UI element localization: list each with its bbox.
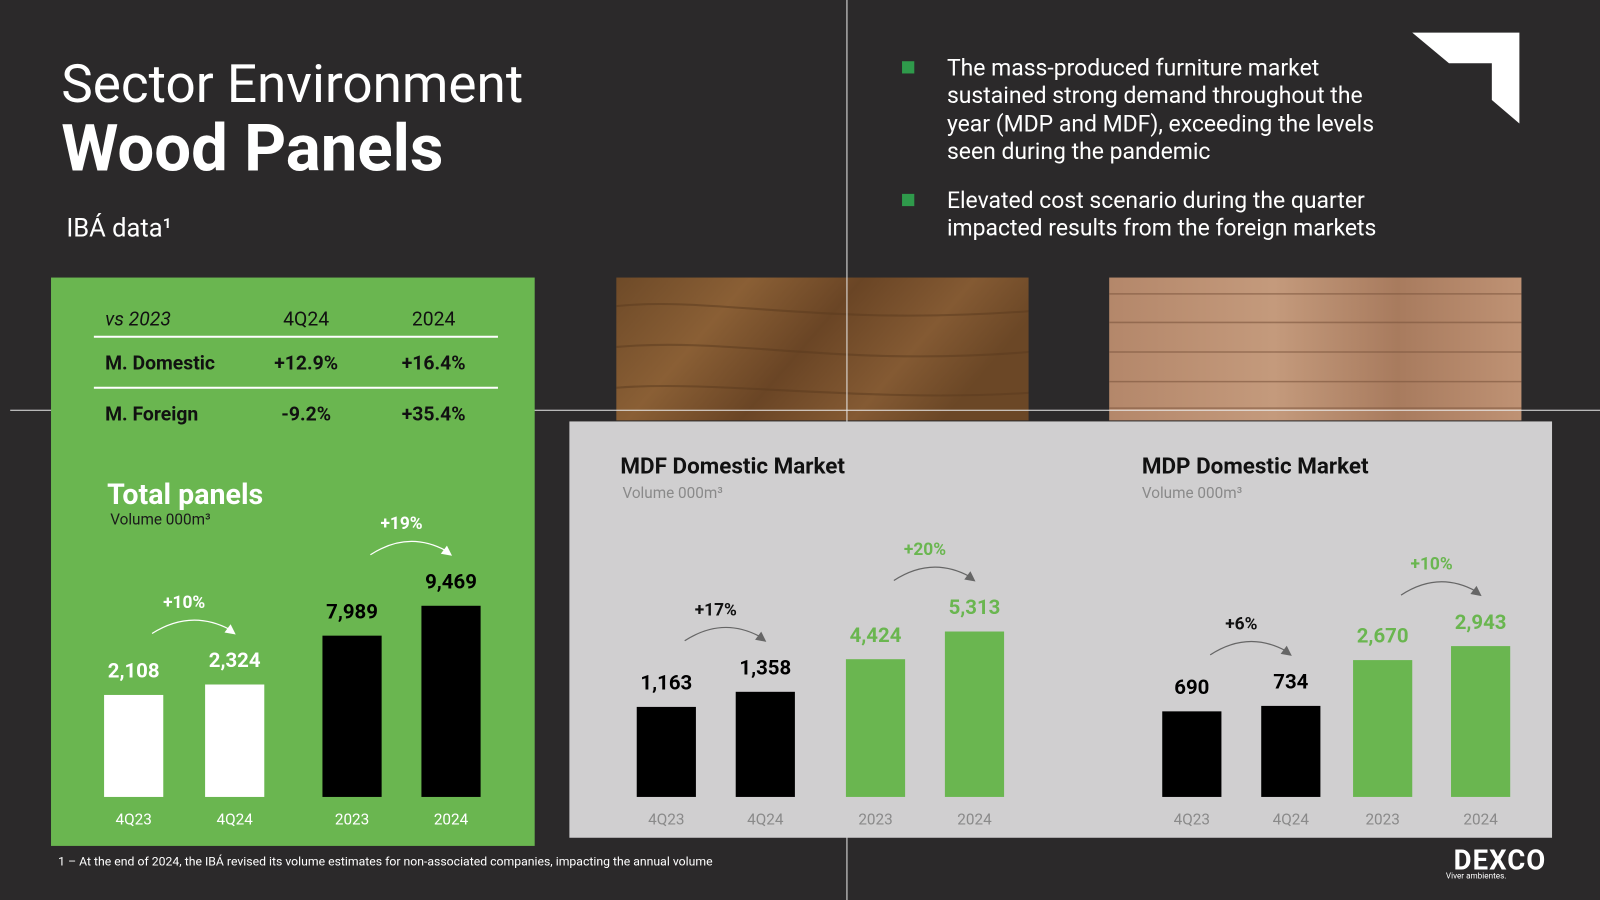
chart-title: Total panels — [107, 477, 263, 511]
table-cell: M. Domestic — [105, 351, 215, 374]
bullet-line: seen during the pandemic — [947, 138, 1211, 165]
value-label: 5,313 — [949, 595, 1001, 619]
table-cell: -9.2% — [281, 402, 331, 425]
growth-arrow — [1400, 581, 1476, 596]
x-tick-label: 4Q23 — [116, 810, 152, 828]
chart-title: MDP Domestic Market — [1142, 453, 1369, 479]
growth-arrowhead — [224, 624, 236, 635]
table-header: 4Q24 — [283, 308, 329, 331]
subtitle: Wood Panels — [61, 109, 443, 186]
growth-arrow — [370, 540, 447, 556]
bar — [1353, 660, 1413, 797]
growth-label: +10% — [1411, 555, 1453, 575]
wood-image-light — [1109, 277, 1522, 421]
x-tick-label: 2023 — [335, 810, 369, 828]
value-label: 1,358 — [739, 655, 791, 679]
x-tick-label: 2023 — [1365, 810, 1399, 828]
value-label: 9,469 — [425, 569, 477, 593]
title: Sector Environment — [61, 53, 523, 115]
table-header: vs 2023 — [105, 308, 171, 331]
bar — [104, 694, 164, 797]
bullet-line: impacted results from the foreign market… — [947, 215, 1376, 242]
growth-arrow — [1209, 641, 1287, 656]
bar — [322, 635, 382, 797]
bar — [735, 691, 795, 797]
chart-subtitle: Volume 000m³ — [110, 510, 210, 528]
growth-label: +19% — [380, 514, 422, 534]
growth-label: +20% — [904, 540, 946, 560]
chart-title: MDF Domestic Market — [620, 453, 845, 479]
growth-arrow — [684, 626, 761, 642]
bar — [944, 631, 1005, 797]
value-label: 7,989 — [326, 599, 378, 623]
growth-arrow — [893, 566, 970, 582]
corner-mark — [1412, 32, 1520, 124]
bar — [421, 605, 481, 797]
bar — [636, 706, 696, 797]
bullet-line: sustained strong demand throughout the — [947, 82, 1363, 109]
bullet-marker — [902, 61, 915, 74]
table-cell: +16.4% — [402, 351, 466, 374]
table-cell: M. Foreign — [105, 402, 198, 425]
bullet-marker — [902, 193, 915, 207]
value-label: 2,943 — [1455, 610, 1507, 634]
growth-label: +17% — [695, 600, 737, 620]
source-note: IBÁ data¹ — [66, 213, 172, 244]
footnote: 1 – At the end of 2024, the IBÁ revised … — [58, 853, 713, 868]
value-label: 2,108 — [108, 659, 160, 683]
bar — [1162, 711, 1222, 797]
growth-arrowhead — [1280, 645, 1292, 656]
comparison-table: vs 2023 4Q24 2024 M. Domestic +12.9% +16… — [93, 308, 498, 425]
x-tick-label: 4Q23 — [648, 810, 684, 828]
value-label: 1,163 — [640, 671, 692, 695]
table-cell: +35.4% — [402, 402, 466, 425]
growth-arrowhead — [1470, 585, 1482, 597]
bar — [845, 659, 906, 797]
value-label: 2,670 — [1357, 624, 1409, 648]
value-label: 690 — [1174, 675, 1209, 699]
x-tick-label: 4Q24 — [747, 810, 784, 828]
table-header: 2024 — [412, 308, 456, 331]
x-tick-label: 2024 — [957, 810, 992, 828]
x-tick-label: 2024 — [1463, 810, 1498, 828]
growth-arrowhead — [964, 571, 976, 582]
value-label: 734 — [1273, 670, 1308, 694]
x-tick-label: 2023 — [858, 810, 892, 828]
growth-arrow — [151, 619, 230, 634]
growth-arrowhead — [440, 545, 453, 556]
bar — [1261, 705, 1321, 797]
x-tick-label: 4Q24 — [217, 810, 254, 828]
bullet-line: Elevated cost scenario during the quarte… — [947, 187, 1365, 214]
x-tick-label: 4Q24 — [1273, 810, 1310, 828]
x-tick-label: 4Q23 — [1174, 810, 1210, 828]
growth-label: +6% — [1225, 614, 1257, 634]
growth-label: +10% — [163, 593, 205, 613]
bar — [1451, 646, 1511, 797]
table-cell: +12.9% — [274, 351, 338, 374]
bullet-line: year (MDP and MDF), exceeding the levels — [947, 111, 1374, 138]
bullet-line: The mass-produced furniture market — [947, 55, 1319, 82]
value-label: 2,324 — [209, 648, 261, 672]
chart-subtitle: Volume 000m³ — [622, 484, 722, 502]
value-label: 4,424 — [850, 623, 902, 647]
bar — [205, 684, 265, 797]
logo-name: DEXCO — [1454, 843, 1547, 876]
chart-subtitle: Volume 000m³ — [1142, 484, 1242, 502]
x-tick-label: 2024 — [434, 810, 469, 828]
wood-image-dark — [616, 277, 1029, 421]
logo-tagline: Viver ambientes. — [1446, 871, 1507, 881]
growth-arrowhead — [755, 631, 767, 642]
